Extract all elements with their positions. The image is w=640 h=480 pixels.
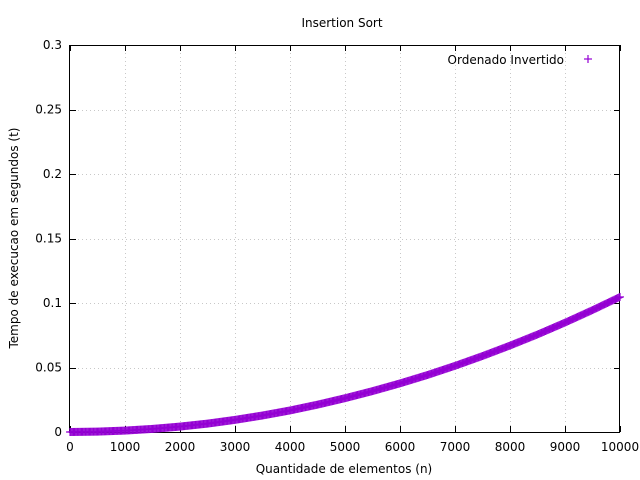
- y-tick-label: 0.1: [43, 296, 62, 310]
- x-tick-label: 10000: [601, 440, 639, 454]
- x-tick-label: 7000: [440, 440, 471, 454]
- chart-title: Insertion Sort: [301, 16, 382, 30]
- legend-label: Ordenado Invertido: [448, 53, 564, 67]
- x-tick-label: 3000: [220, 440, 251, 454]
- legend-marker-symbol: [584, 55, 592, 63]
- x-tick-label: 1000: [110, 440, 141, 454]
- x-tick-label: 6000: [385, 440, 416, 454]
- x-tick-label: 0: [66, 440, 74, 454]
- data-point: [616, 292, 624, 301]
- legend: Ordenado Invertido: [448, 53, 592, 67]
- x-tick-label: 9000: [550, 440, 581, 454]
- y-tick-label: 0.3: [43, 38, 62, 52]
- y-tick-label: 0: [54, 425, 62, 439]
- plot-border: [69, 45, 620, 433]
- y-tick-label: 0.05: [35, 361, 62, 375]
- y-tick-label: 0.2: [43, 167, 62, 181]
- axis-ticks: 0 1000 2000 3000 4000 5000 6000 7000 8000 9000 100…: [35, 38, 639, 454]
- x-tick-label: 8000: [495, 440, 526, 454]
- x-tick-label: 5000: [330, 440, 361, 454]
- x-axis-label: Quantidade de elementos (n): [256, 462, 433, 476]
- x-tick-label: 4000: [275, 440, 306, 454]
- y-axis-label: Tempo de execucao em segundos (t): [7, 128, 21, 350]
- data-points: [66, 292, 624, 436]
- y-tick-label: 0.25: [35, 103, 62, 117]
- y-tick-label: 0.15: [35, 232, 62, 246]
- x-tick-label: 2000: [165, 440, 196, 454]
- grid: [70, 45, 620, 432]
- legend-marker: [584, 55, 592, 63]
